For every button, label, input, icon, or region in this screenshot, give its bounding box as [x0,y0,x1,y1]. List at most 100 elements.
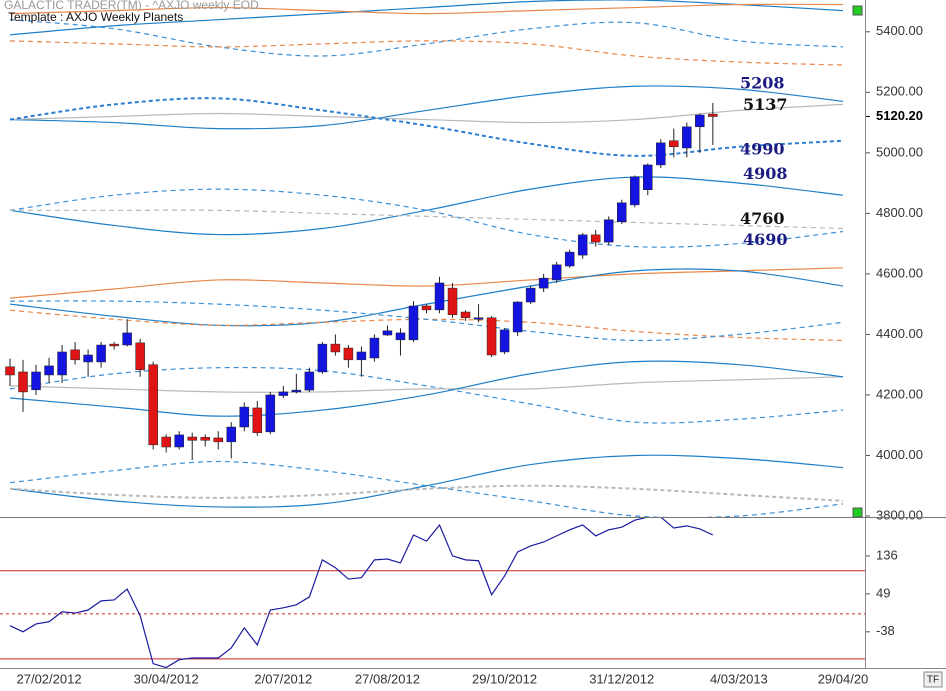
candle-body [382,330,393,336]
y-tick-label: 4200.00 [876,386,923,401]
level-annotation: 5208 [740,73,785,92]
candle-body [109,343,119,347]
x-tick-label: 27/02/2012 [17,671,82,686]
candle-body [708,113,718,117]
planet-curve [9,176,844,236]
candle-body [148,364,158,446]
candle-body [616,202,627,223]
price-panel: 5208 5137 4990 4908 4760 4690 [5,0,844,517]
candle-body [278,391,289,396]
planet-curve [9,460,844,517]
product-title: GALACTIC TRADER(TM) - ^AXJO weekly EOD [4,0,259,12]
candle-body [265,394,276,433]
candle-body [252,407,263,434]
candle-body [669,140,679,148]
candle-body [330,343,341,353]
planet-curve [9,0,844,36]
candle-body [57,351,67,376]
candle-body [343,347,354,361]
y-tick-label: 4400.00 [876,326,923,341]
x-tick-label: 30/04/2012 [134,671,199,686]
level-annotation: 4990 [740,139,785,158]
green-marker[interactable] [852,507,863,518]
level-annotation: 4760 [740,209,785,228]
candle-body [174,434,184,448]
osc-line [9,518,714,668]
y-tick-label: 5400.00 [876,23,923,38]
planet-curve [9,360,844,417]
planet-curve [9,85,844,130]
axes: 3800.00 4000.00 4200.00 4400.00 4600.00 4800.… [17,23,923,686]
candle-body [499,329,510,353]
candle-body [656,142,666,166]
candle-body [317,343,328,373]
planet-curve [9,103,844,124]
candle-body [538,277,549,289]
candle-body [564,251,575,267]
planet-curve [9,484,844,502]
planet-curve [9,300,844,342]
y-tick-label: 4000.00 [876,447,923,462]
level-annotation: 4690 [743,230,788,249]
candle-body [356,351,367,361]
candle-body [291,389,302,393]
osc-tick-label: 136 [876,547,898,562]
y-tick-label: 5000.00 [876,144,923,159]
candle-body [682,126,692,149]
candle-body [31,371,41,391]
candle-body [630,176,640,206]
planet-curve [9,97,844,157]
candle-body [525,287,536,303]
candle-body [395,332,406,341]
candle-body [70,349,80,361]
candle-body [434,282,445,311]
planet-curve [9,209,844,230]
planet-curve [9,19,844,57]
candle-body [18,371,28,393]
candle-body [83,354,93,363]
osc-tick-label: -38 [876,623,895,638]
planet-curve [9,3,844,15]
planet-curve [9,366,844,424]
candle-body [603,219,614,243]
candle-body [695,114,705,128]
candle-body [447,287,458,315]
planet-curve [9,454,844,508]
candle-body [460,311,471,319]
candle-body [135,342,145,371]
level-annotation: 5137 [743,95,788,114]
tf-button[interactable] [923,671,943,688]
green-marker[interactable] [852,5,863,16]
x-tick-label: 29/10/2012 [472,671,537,686]
candle-body [5,366,15,376]
x-tick-label: 31/12/2012 [589,671,654,686]
candle-body [200,437,210,441]
planet-curve [9,267,844,299]
candle-body [96,344,106,363]
planet-curve [9,40,844,66]
candle-body [213,437,223,443]
last-price-label: 5120.20 [876,108,923,123]
tf-button-label[interactable]: TF [927,675,939,686]
planet-curve [9,188,844,248]
candle-body [473,317,484,320]
candle-body [643,164,653,191]
planet-curve [9,376,844,393]
osc-tick-label: 49 [876,585,890,600]
candle-body [44,365,54,376]
y-tick-label: 5200.00 [876,84,923,99]
candle-body [408,305,419,341]
level-annotation: 4908 [743,164,788,183]
candle-body [590,234,601,243]
x-tick-label: 4/03/2013 [710,671,768,686]
candle-body [304,371,315,391]
candle-body [187,436,197,441]
candle-body [226,426,237,443]
candle-body [512,301,523,333]
candle-body [161,436,171,448]
x-tick-label: 29/04/20 [818,671,869,686]
y-tick-label: 4600.00 [876,265,923,280]
planet-curve [9,268,844,327]
candle-body [122,332,132,346]
